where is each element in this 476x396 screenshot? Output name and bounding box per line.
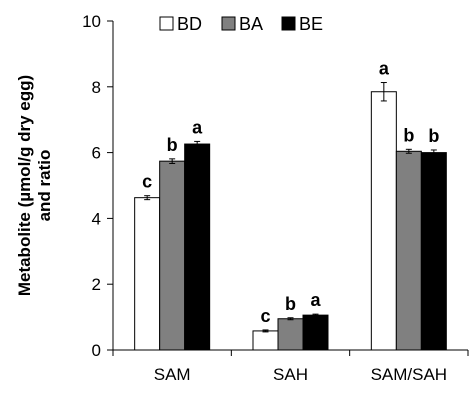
legend-swatch: [159, 16, 174, 31]
bar: [302, 314, 329, 351]
y-tick-label: 10: [82, 12, 101, 31]
legend-swatch: [281, 16, 296, 31]
legend-label: BE: [299, 14, 323, 34]
y-tick-label: 2: [92, 275, 101, 294]
x-tick-label: SAM: [154, 365, 191, 384]
bar: [370, 91, 397, 351]
y-axis-label: Metabolite (µmol/g dry egg) and ratio: [15, 75, 54, 296]
significance-letter: b: [285, 294, 296, 314]
significance-letter: c: [142, 172, 152, 192]
bar: [277, 318, 304, 351]
significance-letter: a: [310, 290, 321, 310]
y-tick-label: 0: [92, 341, 101, 360]
legend-swatch: [221, 16, 236, 31]
legend-label: BA: [239, 14, 263, 34]
axes: 0 2 4 6 8 10 SAM SAH SAM/SAH: [82, 12, 469, 384]
significance-letter: b: [403, 125, 414, 145]
x-tick-label: SAM/SAH: [371, 365, 448, 384]
significance-letter: b: [167, 135, 178, 155]
y-tick-label: 8: [92, 78, 101, 97]
bar: [184, 143, 211, 351]
x-tick-label: SAH: [273, 365, 308, 384]
bar: [134, 197, 161, 351]
bar: [420, 152, 447, 351]
legend-label: BD: [177, 14, 202, 34]
y-axis-label-line: and ratio: [35, 150, 54, 222]
y-tick-label: 4: [92, 209, 101, 228]
bar: [159, 160, 186, 351]
bar: [252, 330, 279, 351]
y-axis-label-line: Metabolite (µmol/g dry egg): [15, 75, 34, 296]
bar: [395, 150, 422, 351]
significance-letter: a: [192, 117, 203, 137]
legend: BD BA BE: [159, 14, 323, 34]
significance-letter: a: [379, 59, 390, 79]
significance-letter: c: [260, 306, 270, 326]
y-tick-label: 6: [92, 144, 101, 163]
significance-letter: b: [428, 126, 439, 146]
